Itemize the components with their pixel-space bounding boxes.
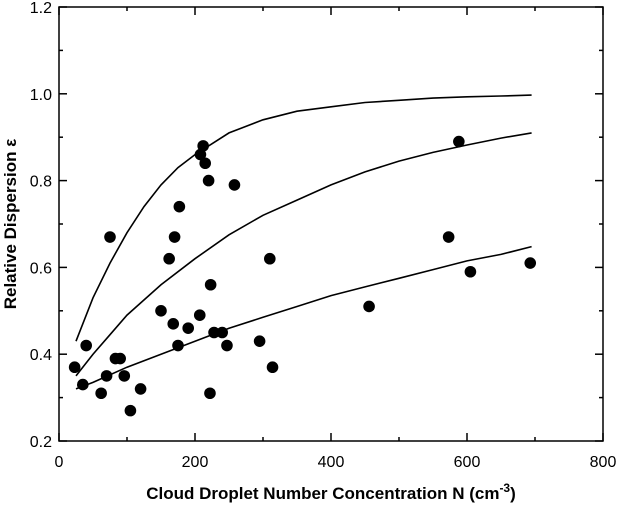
fit-curve-3 xyxy=(75,245,532,390)
x-tick-label: 800 xyxy=(590,454,617,471)
data-point xyxy=(204,278,217,291)
x-tick-label: 0 xyxy=(55,454,64,471)
x-axis-title-sup: -3 xyxy=(499,481,510,495)
data-point xyxy=(216,326,228,339)
data-point xyxy=(199,157,211,170)
data-point xyxy=(155,305,167,317)
y-tick-label: 0.8 xyxy=(30,174,52,191)
y-tick-label: 0.2 xyxy=(30,434,52,451)
data-point xyxy=(134,383,147,395)
axis-ticks xyxy=(58,6,604,442)
data-point xyxy=(95,387,107,400)
data-point xyxy=(524,257,537,269)
x-axis-title: Cloud Droplet Number Concentration N (cm… xyxy=(146,481,516,503)
data-point xyxy=(124,404,137,417)
y-tick-label: 0.4 xyxy=(30,347,52,364)
fit-curves xyxy=(75,94,532,390)
data-point xyxy=(208,326,220,339)
data-point xyxy=(163,252,175,265)
data-point xyxy=(77,378,89,391)
x-tick-label: 600 xyxy=(454,454,481,471)
x-tick-label: 200 xyxy=(182,454,209,471)
y-tick-label: 1.2 xyxy=(30,0,52,17)
data-point xyxy=(266,361,279,374)
data-point xyxy=(453,135,465,148)
data-point xyxy=(464,265,477,278)
data-point xyxy=(204,387,216,400)
data-point xyxy=(100,370,113,382)
data-point xyxy=(173,200,186,213)
data-point xyxy=(253,335,266,347)
data-point xyxy=(80,339,92,352)
data-point xyxy=(228,179,241,191)
x-axis-title-close: ) xyxy=(510,484,516,503)
x-axis-title-text: Cloud Droplet Number Concentration N (cm xyxy=(146,484,499,503)
y-tick-labels: 0.2 0.4 0.6 0.8 1.0 1.2 xyxy=(30,0,52,451)
data-point xyxy=(193,309,206,321)
x-tick-labels: 0 200 400 600 800 xyxy=(55,454,617,471)
data-point xyxy=(363,300,375,313)
data-points xyxy=(68,135,537,417)
data-point xyxy=(68,361,81,374)
data-point xyxy=(114,352,126,365)
data-point xyxy=(182,322,194,334)
y-axis-title: Relative Dispersion ε xyxy=(1,139,20,310)
fit-curve-2 xyxy=(75,132,532,377)
fit-curve-1 xyxy=(75,94,532,342)
data-point xyxy=(264,252,276,265)
data-point xyxy=(442,231,455,243)
data-point xyxy=(118,370,131,382)
data-point xyxy=(172,339,184,352)
data-point xyxy=(202,174,215,187)
data-point xyxy=(104,231,116,243)
y-tick-label: 0.6 xyxy=(30,260,52,277)
y-tick-label: 1.0 xyxy=(30,87,52,104)
x-tick-label: 400 xyxy=(318,454,345,471)
data-point xyxy=(197,140,209,152)
data-point xyxy=(167,318,180,330)
data-point xyxy=(168,231,181,243)
plot-frame xyxy=(58,6,604,442)
data-point xyxy=(221,339,233,352)
